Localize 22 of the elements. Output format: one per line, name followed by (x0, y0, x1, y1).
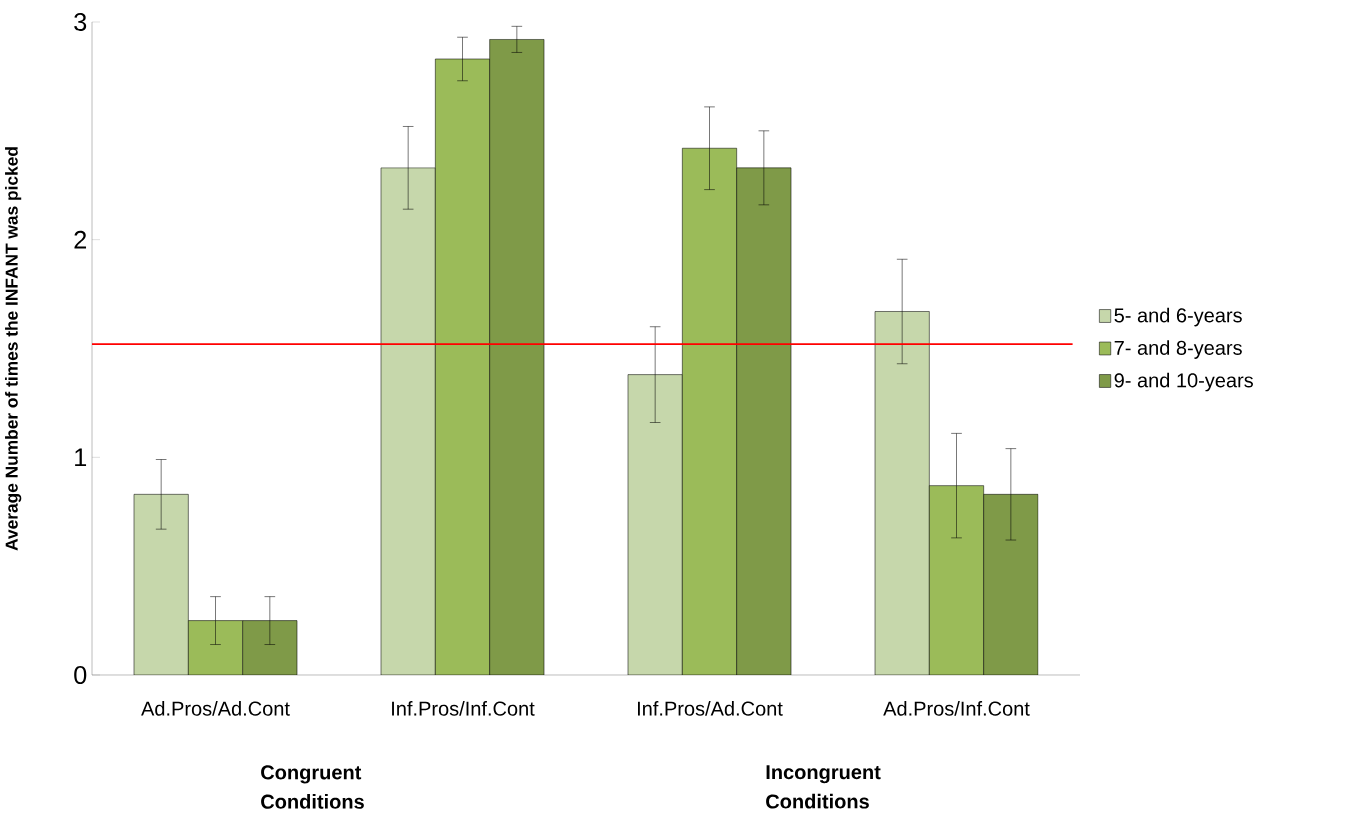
legend-label: 9- and 10-years (1114, 372, 1253, 392)
bar (133, 494, 189, 675)
text: Congruent Conditions (261, 765, 364, 809)
text: Incongruent Conditions (766, 765, 881, 809)
y-tick-label: 0 (74, 666, 87, 684)
x-tick-label: Inf.Pros/Ad.Cont (637, 701, 783, 716)
x-tick-label: Ad.Pros/Inf.Cont (883, 701, 1030, 716)
y-tick-label: 2 (74, 230, 87, 249)
bar (435, 58, 490, 675)
x-tick-label: Ad.Pros/Ad.Cont (141, 701, 290, 716)
bar (627, 374, 683, 675)
bar (874, 311, 930, 675)
y-axis-title: Average Number of times the INFANT was picked (5, 147, 22, 551)
legend-label: 5- and 6-years (1114, 307, 1242, 327)
bar (380, 167, 436, 675)
y-tick-label: 3 (74, 13, 87, 31)
x-tick-label: Inf.Pros/Inf.Cont (392, 701, 535, 716)
y-tick-label: 1 (75, 448, 87, 467)
bar (188, 620, 243, 675)
bar (929, 485, 984, 675)
legend-label: 7- and 8-years (1114, 340, 1242, 359)
bar (682, 147, 737, 675)
